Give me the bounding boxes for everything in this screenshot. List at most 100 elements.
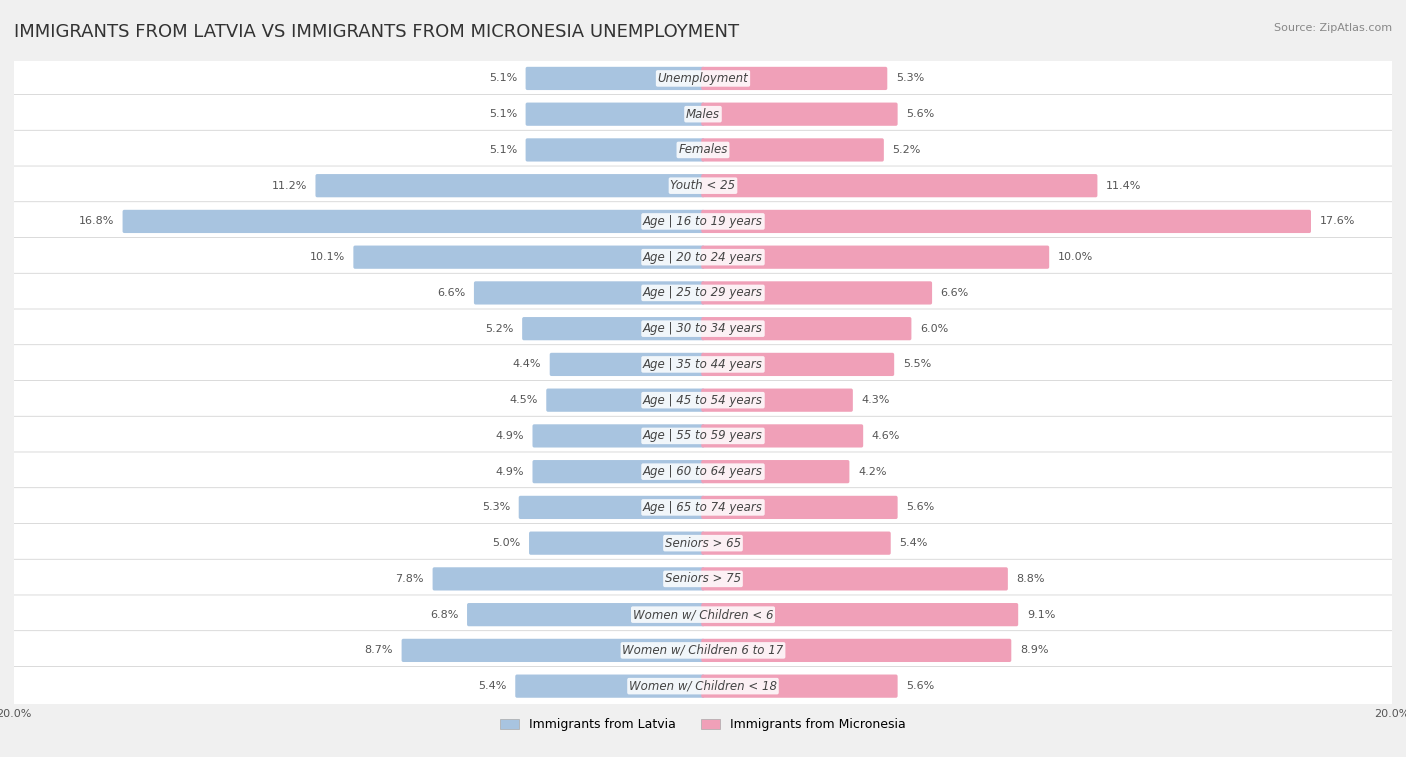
FancyBboxPatch shape: [702, 282, 932, 304]
Text: 5.4%: 5.4%: [900, 538, 928, 548]
FancyBboxPatch shape: [13, 559, 1393, 599]
Text: IMMIGRANTS FROM LATVIA VS IMMIGRANTS FROM MICRONESIA UNEMPLOYMENT: IMMIGRANTS FROM LATVIA VS IMMIGRANTS FRO…: [14, 23, 740, 41]
Text: Age | 25 to 29 years: Age | 25 to 29 years: [643, 286, 763, 300]
Text: Women w/ Children 6 to 17: Women w/ Children 6 to 17: [623, 644, 783, 657]
FancyBboxPatch shape: [702, 388, 853, 412]
FancyBboxPatch shape: [702, 210, 1310, 233]
Text: Seniors > 75: Seniors > 75: [665, 572, 741, 585]
FancyBboxPatch shape: [702, 245, 1049, 269]
Text: 6.6%: 6.6%: [437, 288, 465, 298]
Text: Age | 65 to 74 years: Age | 65 to 74 years: [643, 501, 763, 514]
Text: Women w/ Children < 18: Women w/ Children < 18: [628, 680, 778, 693]
Text: 5.1%: 5.1%: [489, 145, 517, 155]
FancyBboxPatch shape: [13, 309, 1393, 348]
FancyBboxPatch shape: [702, 460, 849, 483]
Text: 6.0%: 6.0%: [920, 324, 948, 334]
FancyBboxPatch shape: [702, 353, 894, 376]
FancyBboxPatch shape: [315, 174, 704, 198]
FancyBboxPatch shape: [474, 282, 704, 304]
FancyBboxPatch shape: [13, 95, 1393, 134]
FancyBboxPatch shape: [702, 674, 897, 698]
Text: Age | 16 to 19 years: Age | 16 to 19 years: [643, 215, 763, 228]
FancyBboxPatch shape: [433, 567, 704, 590]
FancyBboxPatch shape: [122, 210, 704, 233]
Text: 5.2%: 5.2%: [893, 145, 921, 155]
Text: 5.5%: 5.5%: [903, 360, 931, 369]
FancyBboxPatch shape: [522, 317, 704, 341]
Text: 17.6%: 17.6%: [1320, 217, 1355, 226]
FancyBboxPatch shape: [702, 317, 911, 341]
FancyBboxPatch shape: [515, 674, 704, 698]
Text: 4.9%: 4.9%: [495, 466, 524, 477]
FancyBboxPatch shape: [13, 524, 1393, 562]
Text: 4.4%: 4.4%: [513, 360, 541, 369]
FancyBboxPatch shape: [13, 202, 1393, 241]
Text: 10.1%: 10.1%: [309, 252, 344, 262]
Text: Age | 45 to 54 years: Age | 45 to 54 years: [643, 394, 763, 407]
FancyBboxPatch shape: [702, 603, 1018, 626]
FancyBboxPatch shape: [702, 639, 1011, 662]
Text: Males: Males: [686, 107, 720, 120]
FancyBboxPatch shape: [702, 496, 897, 519]
FancyBboxPatch shape: [13, 416, 1393, 456]
FancyBboxPatch shape: [13, 381, 1393, 420]
FancyBboxPatch shape: [13, 238, 1393, 277]
Text: 5.0%: 5.0%: [492, 538, 520, 548]
Text: 8.8%: 8.8%: [1017, 574, 1045, 584]
Text: 11.2%: 11.2%: [271, 181, 307, 191]
Text: Age | 60 to 64 years: Age | 60 to 64 years: [643, 465, 763, 478]
FancyBboxPatch shape: [13, 130, 1393, 170]
Text: Females: Females: [678, 143, 728, 157]
FancyBboxPatch shape: [13, 452, 1393, 491]
Text: 10.0%: 10.0%: [1057, 252, 1092, 262]
FancyBboxPatch shape: [526, 67, 704, 90]
Text: 4.2%: 4.2%: [858, 466, 887, 477]
FancyBboxPatch shape: [13, 631, 1393, 670]
Text: Age | 30 to 34 years: Age | 30 to 34 years: [643, 322, 763, 335]
Text: 8.7%: 8.7%: [364, 646, 392, 656]
Text: Age | 20 to 24 years: Age | 20 to 24 years: [643, 251, 763, 263]
FancyBboxPatch shape: [519, 496, 704, 519]
FancyBboxPatch shape: [526, 102, 704, 126]
Text: 5.1%: 5.1%: [489, 73, 517, 83]
Text: 5.6%: 5.6%: [907, 109, 935, 119]
FancyBboxPatch shape: [702, 174, 1098, 198]
Text: Age | 55 to 59 years: Age | 55 to 59 years: [643, 429, 763, 442]
Text: 4.6%: 4.6%: [872, 431, 900, 441]
FancyBboxPatch shape: [533, 424, 704, 447]
Text: 4.3%: 4.3%: [862, 395, 890, 405]
Text: 5.6%: 5.6%: [907, 681, 935, 691]
FancyBboxPatch shape: [402, 639, 704, 662]
Text: 9.1%: 9.1%: [1026, 609, 1054, 620]
Legend: Immigrants from Latvia, Immigrants from Micronesia: Immigrants from Latvia, Immigrants from …: [495, 713, 911, 737]
FancyBboxPatch shape: [702, 67, 887, 90]
FancyBboxPatch shape: [353, 245, 704, 269]
FancyBboxPatch shape: [13, 344, 1393, 384]
Text: 6.8%: 6.8%: [430, 609, 458, 620]
Text: Unemployment: Unemployment: [658, 72, 748, 85]
Text: 5.2%: 5.2%: [485, 324, 513, 334]
FancyBboxPatch shape: [533, 460, 704, 483]
FancyBboxPatch shape: [467, 603, 704, 626]
Text: Age | 35 to 44 years: Age | 35 to 44 years: [643, 358, 763, 371]
FancyBboxPatch shape: [529, 531, 704, 555]
Text: 5.3%: 5.3%: [482, 503, 510, 512]
Text: 4.9%: 4.9%: [495, 431, 524, 441]
Text: 5.3%: 5.3%: [896, 73, 924, 83]
Text: Source: ZipAtlas.com: Source: ZipAtlas.com: [1274, 23, 1392, 33]
FancyBboxPatch shape: [13, 59, 1393, 98]
FancyBboxPatch shape: [13, 166, 1393, 205]
FancyBboxPatch shape: [702, 567, 1008, 590]
Text: Youth < 25: Youth < 25: [671, 179, 735, 192]
Text: 6.6%: 6.6%: [941, 288, 969, 298]
FancyBboxPatch shape: [550, 353, 704, 376]
FancyBboxPatch shape: [702, 139, 884, 161]
FancyBboxPatch shape: [13, 488, 1393, 527]
Text: 4.5%: 4.5%: [509, 395, 537, 405]
Text: Seniors > 65: Seniors > 65: [665, 537, 741, 550]
FancyBboxPatch shape: [13, 666, 1393, 706]
FancyBboxPatch shape: [702, 102, 897, 126]
Text: 8.9%: 8.9%: [1019, 646, 1049, 656]
Text: 5.4%: 5.4%: [478, 681, 506, 691]
FancyBboxPatch shape: [702, 531, 891, 555]
